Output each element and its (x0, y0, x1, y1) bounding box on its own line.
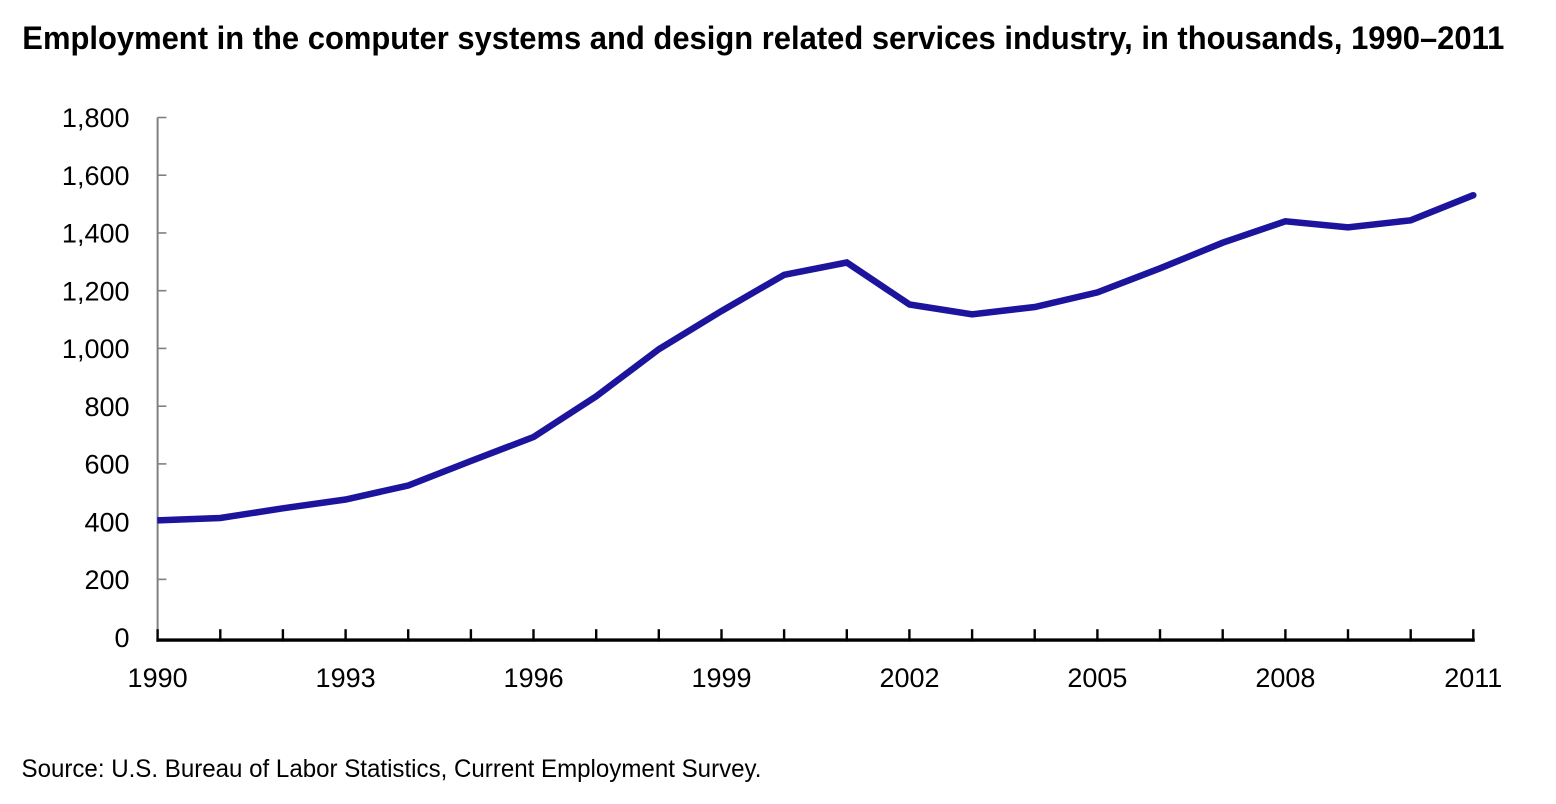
svg-text:1,800: 1,800 (62, 103, 130, 133)
svg-text:800: 800 (84, 392, 129, 422)
svg-text:2011: 2011 (1444, 663, 1502, 693)
svg-text:1999: 1999 (691, 663, 751, 693)
svg-text:1,600: 1,600 (62, 161, 130, 191)
svg-text:600: 600 (84, 450, 129, 480)
svg-text:400: 400 (84, 507, 129, 537)
svg-text:1,400: 1,400 (62, 219, 130, 249)
svg-text:2005: 2005 (1067, 663, 1127, 693)
svg-text:Employment in the computer sys: Employment in the computer systems and d… (22, 20, 1504, 56)
svg-text:1,000: 1,000 (62, 334, 130, 364)
svg-text:1996: 1996 (504, 663, 564, 693)
svg-text:1,200: 1,200 (62, 276, 130, 306)
svg-text:2008: 2008 (1255, 663, 1315, 693)
svg-text:Source: U.S. Bureau of Labor S: Source: U.S. Bureau of Labor Statistics,… (22, 756, 762, 783)
svg-text:0: 0 (114, 623, 129, 653)
svg-text:200: 200 (84, 565, 129, 595)
svg-text:1993: 1993 (316, 663, 376, 693)
svg-text:1990: 1990 (128, 663, 188, 693)
svg-text:2002: 2002 (879, 663, 939, 693)
